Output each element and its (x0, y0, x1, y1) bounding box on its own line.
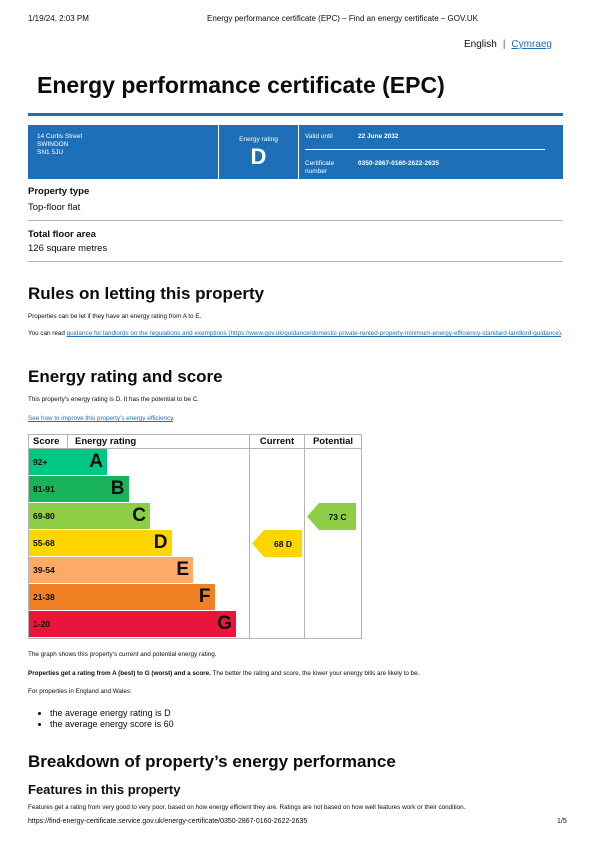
floor-area-label: Total floor area (28, 229, 96, 240)
energy-rating-chart: Score Energy rating Current Potential 92… (28, 434, 362, 639)
valid-until-date: 22 June 2032 (358, 133, 399, 140)
valid-until-label: Valid until (305, 133, 333, 140)
rating-band-f: 21-38 F (29, 584, 215, 610)
certificate-number-label: Certificate number (305, 160, 335, 175)
features-heading: Features in this property (28, 782, 181, 797)
letting-guidance-paragraph: You can read guidance for landlords on t… (28, 330, 563, 338)
title-underline (28, 113, 563, 116)
breakdown-heading: Breakdown of property’s energy performan… (28, 752, 396, 771)
improve-paragraph: See how to improve this property’s energ… (28, 415, 175, 423)
address-line-3: SN1 5JU (37, 149, 64, 156)
chart-header-score: Score (33, 436, 60, 447)
section-divider (28, 261, 563, 262)
average-rating-item: the average energy rating is D (50, 708, 174, 719)
floor-area-value: 126 square metres (28, 243, 108, 254)
language-separator: | (502, 39, 506, 50)
chart-col-divider (304, 435, 305, 638)
band-score-range: 21-38 (33, 592, 55, 602)
improve-suffix: . (172, 415, 175, 422)
summary-row-divider (305, 149, 545, 150)
property-address: 14 Curtis Street SWINDON SN1 5JU (37, 133, 82, 157)
band-score-range: 1-20 (33, 619, 51, 629)
potential-rating-marker: 73 C (307, 503, 356, 530)
footer-page-number: 1/5 (557, 818, 567, 825)
language-switcher: English | Cymraeg (464, 39, 552, 50)
chart-header-current: Current (259, 436, 295, 447)
improve-efficiency-link[interactable]: See how to improve this property’s energ… (28, 415, 173, 422)
address-line-1: 14 Curtis Street (37, 133, 83, 140)
ratings-explanation-bold: Properties get a rating from A (best) to… (28, 670, 211, 677)
section-divider (28, 220, 563, 221)
landlord-guidance-link[interactable]: guidance for landlords on the regulation… (66, 330, 561, 337)
band-letter: B (110, 478, 125, 499)
chart-caption: The graph shows this property’s current … (28, 651, 217, 658)
band-score-range: 39-54 (33, 565, 55, 575)
address-line-2: SWINDON (37, 141, 69, 148)
band-letter: C (132, 505, 146, 526)
rating-band-d: 55-68 D (29, 530, 172, 556)
energy-intro: This property’s energy rating is D. It h… (28, 396, 200, 403)
chart-col-divider (249, 435, 250, 638)
print-datetime: 1/19/24, 2:03 PM (28, 14, 89, 23)
band-letter: D (153, 532, 168, 553)
rating-band-b: 81-91 B (29, 476, 129, 502)
rating-label: Energy rating (239, 136, 278, 143)
england-wales-intro: For properties in England and Wales: (28, 688, 132, 695)
property-type-value: Top-floor flat (28, 202, 81, 213)
certificate-number: 0350-2867-0160-2622-2635 (358, 160, 439, 167)
average-list: the average energy rating is D the avera… (28, 708, 174, 730)
chart-header-divider (29, 448, 361, 449)
current-rating-letter: D (250, 144, 267, 169)
chart-col-divider (67, 435, 68, 448)
ratings-explanation-rest: The better the rating and score, the low… (210, 670, 420, 677)
band-letter: G (217, 613, 232, 634)
rating-band-c: 69-80 C (29, 503, 150, 529)
current-rating-marker: 68 D (252, 530, 302, 557)
summary-divider-right (298, 125, 299, 179)
band-score-range: 69-80 (33, 511, 55, 521)
band-letter: E (176, 559, 189, 580)
letting-heading: Rules on letting this property (28, 284, 265, 303)
language-english[interactable]: English (464, 39, 497, 50)
band-letter: F (198, 586, 211, 607)
rating-band-a: 92+ A (29, 449, 107, 475)
potential-rating-marker-label: 73 C (328, 511, 347, 522)
average-score-item: the average energy score is 60 (50, 719, 174, 730)
rating-band-e: 39-54 E (29, 557, 193, 583)
band-letter: A (89, 451, 103, 472)
guidance-suffix: . (560, 330, 563, 337)
language-welsh-link[interactable]: Cymraeg (511, 39, 552, 50)
band-score-range: 92+ (33, 457, 48, 467)
footer-url: https://find-energy-certificate.service.… (28, 818, 308, 825)
property-type-label: Property type (28, 186, 90, 197)
band-score-range: 81-91 (33, 484, 55, 494)
ratings-explanation: Properties get a rating from A (best) to… (28, 670, 419, 678)
page-title: Energy performance certificate (EPC) (37, 72, 445, 98)
letting-paragraph: Properties can be let if they have an en… (28, 313, 202, 320)
chart-header-potential: Potential (312, 436, 354, 447)
features-text: Features get a rating from very good to … (28, 804, 466, 811)
energy-heading: Energy rating and score (28, 367, 223, 386)
guidance-prefix: You can read (28, 330, 67, 337)
band-score-range: 55-68 (33, 538, 55, 548)
current-rating-marker-label: 68 D (274, 538, 292, 549)
rating-band-g: 1-20 G (29, 611, 236, 637)
print-title: Energy performance certificate (EPC) – F… (207, 14, 478, 23)
chart-header-rating: Energy rating (75, 436, 137, 447)
certificate-summary: 14 Curtis Street SWINDON SN1 5JU Energy … (28, 125, 563, 179)
summary-divider-left (218, 125, 219, 179)
